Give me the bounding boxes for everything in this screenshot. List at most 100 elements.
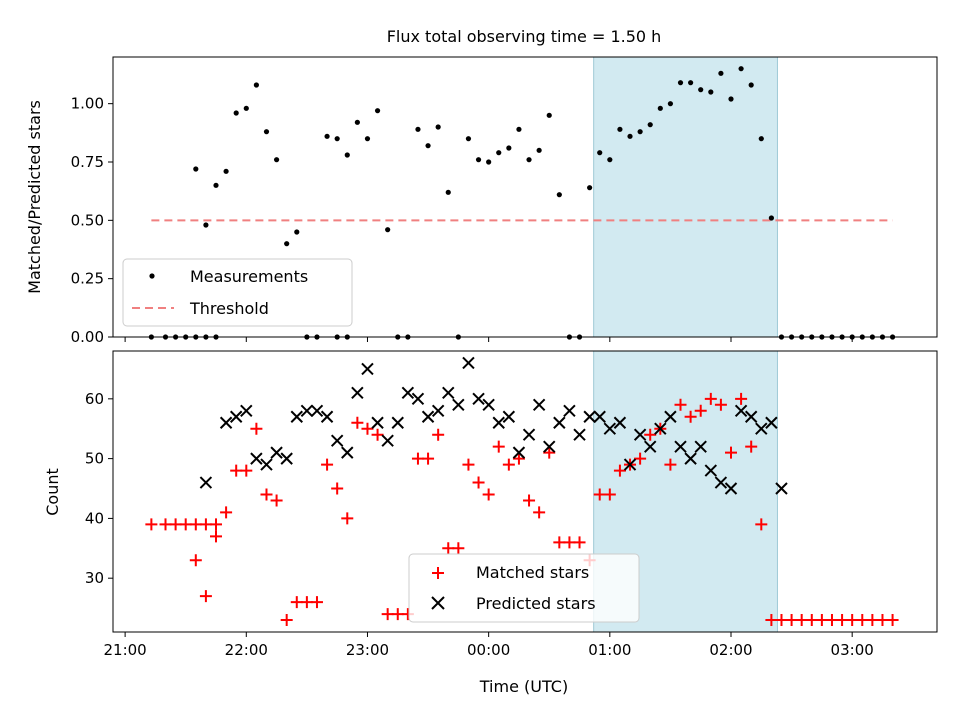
predicted-star-marker <box>684 452 697 465</box>
measurement-point <box>364 136 371 142</box>
predicted-star-marker <box>421 410 435 423</box>
measurement-point <box>526 157 532 163</box>
x-axis-label: Time (UTC) <box>479 677 568 696</box>
matched-star-marker <box>300 596 313 609</box>
predicted-star-marker <box>573 428 586 441</box>
matched-star-marker <box>684 410 697 423</box>
ratio-y-label: Matched/Predicted stars <box>25 100 44 294</box>
x-tick-label: 22:00 <box>225 641 268 659</box>
predicted-star-marker <box>512 446 526 459</box>
matched-star-marker <box>704 392 717 405</box>
matched-star-marker <box>664 458 677 471</box>
figure-title: Flux total observing time = 1.50 h <box>387 27 662 46</box>
measurement-point <box>324 133 330 139</box>
measurement-point <box>627 133 633 139</box>
matched-star-marker <box>220 506 233 519</box>
predicted-star-marker <box>532 398 546 412</box>
predicted-star-marker <box>381 434 394 447</box>
predicted-star-marker <box>411 392 425 406</box>
predicted-star-marker <box>330 434 344 447</box>
matched-star-marker <box>230 464 243 477</box>
matched-star-marker <box>523 494 536 507</box>
matched-star-marker <box>886 614 899 627</box>
measurement-point <box>728 96 734 102</box>
matched-star-marker <box>694 404 707 417</box>
matched-star-marker <box>785 614 798 627</box>
matched-star-marker <box>745 440 758 453</box>
x-tick-label: 21:00 <box>104 641 147 659</box>
predicted-star-marker <box>442 386 455 400</box>
measurement-point <box>758 136 764 142</box>
matched-star-marker <box>331 482 344 495</box>
y-tick-label: 0.00 <box>71 328 104 346</box>
measurement-point <box>718 70 724 76</box>
matched-star-marker <box>310 596 323 609</box>
measurement-point <box>516 126 522 132</box>
predicted-star-marker <box>320 410 334 423</box>
count-y-label: Count <box>43 468 62 516</box>
measurement-point <box>253 82 259 88</box>
measurement-point <box>677 80 684 86</box>
measurement-point <box>698 87 704 93</box>
predicted-star-marker <box>664 410 677 423</box>
matched-star-marker <box>391 608 404 621</box>
measurement-point <box>374 108 381 114</box>
matched-star-marker <box>866 614 879 627</box>
matched-star-marker <box>512 452 525 465</box>
measurement-point <box>486 159 492 165</box>
matched-star-marker <box>321 458 334 471</box>
predicted-star-marker <box>199 476 213 489</box>
predicted-star-marker <box>431 404 445 417</box>
matched-star-marker <box>280 614 293 627</box>
matched-star-marker <box>613 464 626 477</box>
measurement-point <box>445 189 451 195</box>
predicted-star-marker <box>240 404 253 417</box>
measurement-point <box>294 229 300 235</box>
legend-matched: Matched stars <box>476 563 589 582</box>
measurement-point <box>536 147 542 153</box>
ratio-legend: Measurements Threshold <box>122 258 353 327</box>
measurement-point <box>637 129 643 135</box>
measurement-point <box>273 157 280 163</box>
measurement-point <box>556 192 562 198</box>
predicted-star-marker <box>280 452 293 465</box>
matched-star-marker <box>755 518 768 531</box>
predicted-star-marker <box>270 446 283 459</box>
predicted-star-marker <box>583 410 596 423</box>
predicted-star-markers <box>199 356 788 495</box>
matched-star-marker <box>159 518 172 531</box>
y-tick-label: 0.50 <box>71 211 104 229</box>
matched-star-marker <box>775 614 788 627</box>
matched-star-marker <box>240 464 253 477</box>
measurement-point <box>607 157 613 163</box>
predicted-star-marker <box>300 404 314 417</box>
matched-star-marker <box>260 488 273 501</box>
measurement-point <box>688 80 694 86</box>
ratio-shaded-span <box>593 56 778 338</box>
predicted-star-marker <box>482 398 495 412</box>
measurement-point <box>263 129 270 135</box>
y-tick-label: 0.75 <box>71 153 104 171</box>
y-tick-label: 60 <box>85 390 104 408</box>
predicted-star-marker <box>391 416 404 429</box>
matched-star-marker <box>543 446 556 459</box>
matched-star-marker <box>573 536 586 549</box>
predicted-star-marker <box>229 410 243 423</box>
matched-star-marker <box>290 596 303 609</box>
matched-star-marker <box>179 518 192 531</box>
ratio-axes: 0.00 0.25 0.50 0.75 1.00 Matched/Predicted s… <box>25 56 938 346</box>
matched-star-marker <box>836 614 849 627</box>
legend-predicted: Predicted stars <box>476 594 596 613</box>
matched-star-marker <box>189 554 202 567</box>
predicted-star-marker <box>724 482 738 495</box>
matched-star-marker <box>876 614 889 627</box>
measurement-point <box>354 119 360 125</box>
matched-star-marker <box>634 452 647 465</box>
y-tick-label: 30 <box>85 569 104 587</box>
measurement-point <box>506 145 512 151</box>
predicted-star-marker <box>250 452 263 465</box>
predicted-star-marker <box>219 416 233 429</box>
matched-star-marker <box>735 392 748 405</box>
matched-star-marker <box>815 614 828 627</box>
predicted-star-marker <box>704 464 718 477</box>
